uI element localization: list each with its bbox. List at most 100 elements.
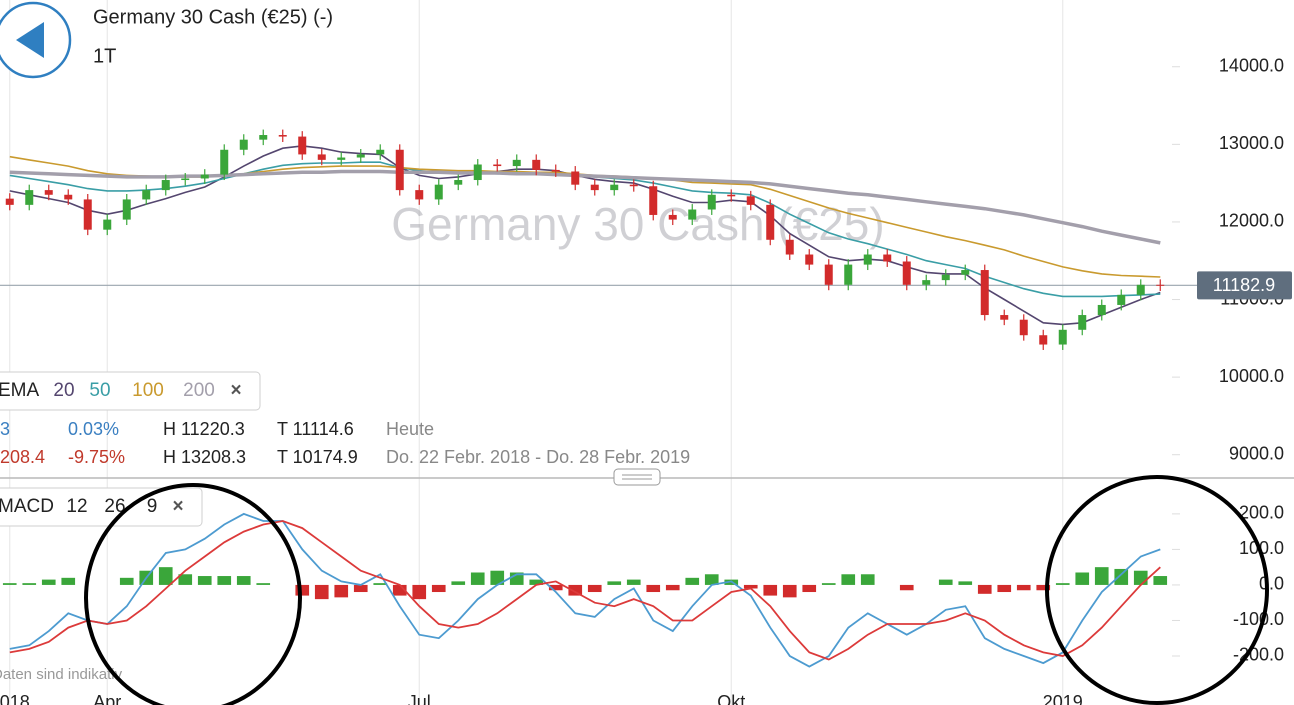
candle-body bbox=[863, 254, 872, 265]
candle-body bbox=[317, 154, 326, 160]
candle-body bbox=[473, 164, 482, 181]
candle-body bbox=[220, 149, 229, 175]
annotation-circle bbox=[84, 483, 302, 705]
candle-body bbox=[571, 171, 580, 185]
candle-body bbox=[25, 190, 34, 205]
candle-body bbox=[1058, 329, 1067, 345]
ema-legend[interactable] bbox=[0, 371, 261, 411]
candle-body bbox=[941, 274, 950, 281]
candle-body bbox=[103, 219, 112, 230]
candle-body bbox=[688, 209, 697, 220]
annotation-circle bbox=[1045, 475, 1269, 705]
candle-body bbox=[1117, 294, 1126, 305]
macd-line bbox=[9, 512, 1161, 668]
histogram-bar bbox=[470, 572, 485, 585]
info-field: 3 bbox=[0, 419, 10, 439]
macd-label: MACD bbox=[0, 496, 54, 517]
candle-body bbox=[200, 174, 209, 179]
y-tick-label: 9000.0 bbox=[1229, 443, 1284, 463]
y-tick-label: 200.0 bbox=[1239, 503, 1284, 523]
y-tick-label: -100.0 bbox=[1233, 609, 1284, 629]
histogram-bar bbox=[490, 570, 505, 585]
candle-body bbox=[610, 184, 619, 191]
y-tick-label: 10000.0 bbox=[1219, 366, 1284, 386]
candle-body bbox=[532, 159, 541, 170]
y-tick-label: 0.0 bbox=[1259, 574, 1284, 594]
histogram-bar bbox=[353, 584, 368, 593]
candle-body bbox=[805, 254, 814, 265]
info-field: -9.75% bbox=[68, 447, 125, 467]
y-tick-label: 14000.0 bbox=[1219, 55, 1284, 75]
candle-body bbox=[493, 164, 502, 167]
candle-body bbox=[824, 264, 833, 285]
candle-body bbox=[1039, 335, 1048, 345]
histogram-bar bbox=[860, 574, 875, 585]
histogram-bar bbox=[587, 584, 602, 593]
candle-body bbox=[122, 199, 131, 220]
candle-body bbox=[844, 264, 853, 285]
candle-body bbox=[454, 180, 463, 185]
candle-body bbox=[902, 261, 911, 285]
candle-body bbox=[668, 214, 677, 220]
candle-body bbox=[590, 184, 599, 191]
y-tick-label: 12000.0 bbox=[1219, 211, 1284, 231]
histogram-bar bbox=[41, 579, 56, 585]
macd-param: 12 bbox=[66, 496, 87, 517]
histogram-bar bbox=[1036, 584, 1051, 591]
timeframe[interactable]: 1T bbox=[93, 45, 116, 67]
instrument-title: Germany 30 Cash (€25) (-) bbox=[93, 6, 333, 28]
candle-body bbox=[1136, 284, 1145, 295]
last-price-label: 11182.9 bbox=[1213, 275, 1275, 295]
histogram-bar bbox=[626, 579, 641, 585]
candle-body bbox=[181, 178, 190, 181]
histogram-bar bbox=[217, 576, 232, 585]
candle-body bbox=[883, 254, 892, 262]
y-tick-label: 100.0 bbox=[1239, 538, 1284, 558]
candle-body bbox=[259, 135, 268, 140]
candle-body bbox=[83, 199, 92, 230]
candle-body bbox=[5, 198, 14, 205]
candle-body bbox=[44, 190, 53, 195]
candle-body bbox=[629, 184, 638, 187]
marks bbox=[2, 129, 1168, 668]
info-field: H 13208.3 bbox=[163, 447, 246, 467]
x-tick-label: Apr bbox=[93, 692, 121, 705]
histogram-bar bbox=[899, 584, 914, 591]
histogram-bar bbox=[743, 584, 758, 589]
histogram-bar bbox=[256, 583, 271, 585]
info-field: T 10174.9 bbox=[277, 447, 358, 467]
histogram-bar bbox=[451, 581, 466, 585]
info-rows: 3 0.03% H 11220.3 T 11114.6 Heute 208.4 -9.75%… bbox=[0, 419, 690, 467]
histogram-bar bbox=[529, 579, 544, 585]
x-tick-label: Okt bbox=[717, 692, 745, 705]
ema-period: 20 bbox=[53, 380, 74, 401]
ema-period: 50 bbox=[89, 380, 110, 401]
remove-indicator[interactable]: × bbox=[172, 496, 183, 517]
x-tick-label: 2019 bbox=[1043, 692, 1083, 705]
candle-body bbox=[1097, 304, 1106, 316]
histogram-bar bbox=[1094, 567, 1109, 585]
remove-indicator[interactable]: × bbox=[230, 380, 241, 401]
histogram-bar bbox=[178, 574, 193, 585]
candle-body bbox=[337, 157, 346, 160]
histogram-bar bbox=[197, 576, 212, 585]
histogram-bar bbox=[1133, 570, 1148, 585]
histogram-bar bbox=[22, 583, 37, 585]
info-field: Heute bbox=[386, 419, 434, 439]
histogram-bar bbox=[548, 584, 563, 591]
candle-body bbox=[298, 136, 307, 155]
histogram-bar bbox=[1114, 568, 1129, 585]
histogram-bar bbox=[977, 584, 992, 594]
candle-body bbox=[1078, 315, 1087, 330]
histogram-bar bbox=[997, 584, 1012, 593]
candle-body bbox=[1000, 315, 1009, 320]
disclaimer: Daten sind indikativ bbox=[0, 666, 123, 683]
candle-body bbox=[707, 194, 716, 210]
resize-handle[interactable] bbox=[613, 468, 661, 486]
histogram-bar bbox=[821, 583, 836, 585]
candle-body bbox=[766, 204, 775, 240]
info-field: Do. 22 Febr. 2018 - Do. 28 Febr. 2019 bbox=[386, 447, 690, 467]
x-tick-label: 2018 bbox=[0, 692, 30, 705]
macd-legend[interactable] bbox=[0, 487, 203, 527]
